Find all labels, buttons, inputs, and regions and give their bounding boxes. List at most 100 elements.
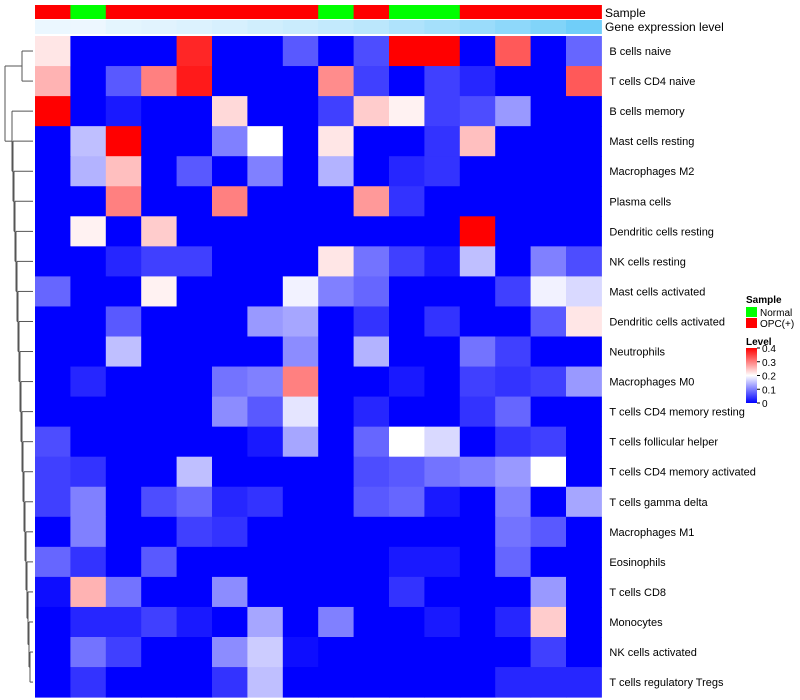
heatmap-cell-r1-c3 xyxy=(141,66,178,97)
heatmap-cell-r19-c3 xyxy=(141,606,178,638)
heatmap-cell-r12-c0 xyxy=(35,396,71,428)
heatmap-cell-r12-c1 xyxy=(70,396,107,428)
row-label-10: Neutrophils xyxy=(609,347,665,359)
heatmap-cell-r11-c3 xyxy=(141,366,178,398)
heatmap-cell-r15-c0 xyxy=(35,486,71,518)
heatmap-cell-r8-c9 xyxy=(353,276,390,307)
sample-cell-11 xyxy=(424,5,461,19)
row-label-3: Mast cells resting xyxy=(609,136,694,148)
heatmap-cell-r1-c9 xyxy=(353,66,390,97)
heatmap-cell-r11-c6 xyxy=(247,366,284,398)
row-label-5: Plasma cells xyxy=(609,196,671,208)
sample-cell-4 xyxy=(176,5,213,19)
level-cell-1 xyxy=(70,20,107,34)
heatmap-cell-r13-c14 xyxy=(530,426,567,458)
heatmap-cell-r13-c10 xyxy=(389,426,425,458)
heatmap-cell-r5-c4 xyxy=(176,186,213,217)
heatmap-cell-r10-c14 xyxy=(530,336,567,368)
sample-cell-0 xyxy=(35,5,71,19)
heatmap-cell-r8-c8 xyxy=(318,276,355,307)
heatmap-cell-r10-c7 xyxy=(282,336,319,368)
heatmap-cell-r15-c15 xyxy=(566,486,602,518)
row-label-4: Macrophages M2 xyxy=(609,166,694,178)
heatmap-cell-r10-c11 xyxy=(424,336,461,368)
heatmap-cell-r3-c15 xyxy=(566,126,602,157)
heatmap-cell-r21-c9 xyxy=(353,667,390,698)
heatmap-cell-r8-c0 xyxy=(35,276,71,307)
heatmap-cell-r3-c5 xyxy=(212,126,248,157)
row-label-6: Dendritic cells resting xyxy=(609,226,714,238)
level-track-label: Gene expression level xyxy=(605,20,724,34)
heatmap-cell-r3-c7 xyxy=(282,126,319,157)
heatmap-cell-r0-c8 xyxy=(318,36,355,67)
heatmap-cell-r18-c8 xyxy=(318,576,355,608)
heatmap-cell-r7-c13 xyxy=(495,246,532,277)
sample-cell-5 xyxy=(212,5,248,19)
heatmap-cell-r16-c4 xyxy=(176,516,213,548)
heatmap-cell-r8-c10 xyxy=(389,276,425,307)
heatmap-cell-r6-c7 xyxy=(282,216,319,247)
row-label-11: Macrophages M0 xyxy=(609,377,694,389)
heatmap-cell-r11-c5 xyxy=(212,366,248,398)
heatmap-cell-r12-c8 xyxy=(318,396,355,428)
heatmap-cell-r7-c0 xyxy=(35,246,71,277)
heatmap-cell-r3-c3 xyxy=(141,126,178,157)
legend-level-tick-label-1: 0.3 xyxy=(762,358,776,369)
heatmap-cell-r10-c8 xyxy=(318,336,355,368)
sample-cell-12 xyxy=(459,5,496,19)
row-label-12: T cells CD4 memory resting xyxy=(609,407,745,419)
heatmap-cell-r1-c14 xyxy=(530,66,567,97)
heatmap-cell-r19-c0 xyxy=(35,606,71,638)
heatmap-cell-r0-c9 xyxy=(353,36,390,67)
heatmap-cell-r8-c3 xyxy=(141,276,178,307)
sample-cell-13 xyxy=(495,5,532,19)
sample-track-label: Sample xyxy=(605,6,646,20)
heatmap-cells xyxy=(35,36,602,698)
heatmap-cell-r5-c12 xyxy=(459,186,496,217)
heatmap-cell-r5-c0 xyxy=(35,186,71,217)
heatmap-cell-r6-c14 xyxy=(530,216,567,247)
legend-sample-title: Sample xyxy=(746,295,782,306)
heatmap-cell-r21-c12 xyxy=(459,667,496,698)
heatmap-cell-r20-c8 xyxy=(318,637,355,668)
heatmap-cell-r15-c3 xyxy=(141,486,178,518)
heatmap-cell-r7-c8 xyxy=(318,246,355,277)
heatmap-cell-r5-c7 xyxy=(282,186,319,217)
heatmap-cell-r10-c2 xyxy=(105,336,142,368)
row-label-16: Macrophages M1 xyxy=(609,527,694,539)
heatmap-cell-r6-c0 xyxy=(35,216,71,247)
heatmap-cell-r7-c10 xyxy=(389,246,425,277)
heatmap-cell-r16-c12 xyxy=(459,516,496,548)
sample-cell-1 xyxy=(70,5,107,19)
heatmap-cell-r16-c1 xyxy=(70,516,107,548)
heatmap-cell-r0-c11 xyxy=(424,36,461,67)
heatmap-cell-r10-c12 xyxy=(459,336,496,368)
heatmap-cell-r1-c8 xyxy=(318,66,355,97)
heatmap-cell-r17-c15 xyxy=(566,546,602,578)
level-cell-4 xyxy=(176,20,213,34)
heatmap-cell-r9-c8 xyxy=(318,306,355,337)
heatmap-cell-r19-c1 xyxy=(70,606,107,638)
heatmap-cell-r11-c13 xyxy=(495,366,532,398)
heatmap-cell-r7-c14 xyxy=(530,246,567,277)
heatmap-cell-r20-c5 xyxy=(212,637,248,668)
heatmap-cell-r10-c1 xyxy=(70,336,107,368)
heatmap-cell-r18-c12 xyxy=(459,576,496,608)
heatmap-cell-r4-c1 xyxy=(70,156,107,187)
heatmap-cell-r8-c15 xyxy=(566,276,602,307)
heatmap-cell-r13-c1 xyxy=(70,426,107,458)
level-cell-0 xyxy=(35,20,71,34)
heatmap-cell-r15-c5 xyxy=(212,486,248,518)
sample-cell-6 xyxy=(247,5,284,19)
heatmap-cell-r7-c12 xyxy=(459,246,496,277)
heatmap-cell-r17-c5 xyxy=(212,546,248,578)
heatmap-cell-r2-c5 xyxy=(212,96,248,127)
heatmap-cell-r4-c9 xyxy=(353,156,390,187)
heatmap-cell-r7-c6 xyxy=(247,246,284,277)
heatmap-cell-r10-c5 xyxy=(212,336,248,368)
heatmap-cell-r1-c11 xyxy=(424,66,461,97)
heatmap-cell-r21-c8 xyxy=(318,667,355,698)
heatmap-cell-r21-c15 xyxy=(566,667,602,698)
level-cell-3 xyxy=(141,20,178,34)
heatmap-cell-r2-c2 xyxy=(105,96,142,127)
